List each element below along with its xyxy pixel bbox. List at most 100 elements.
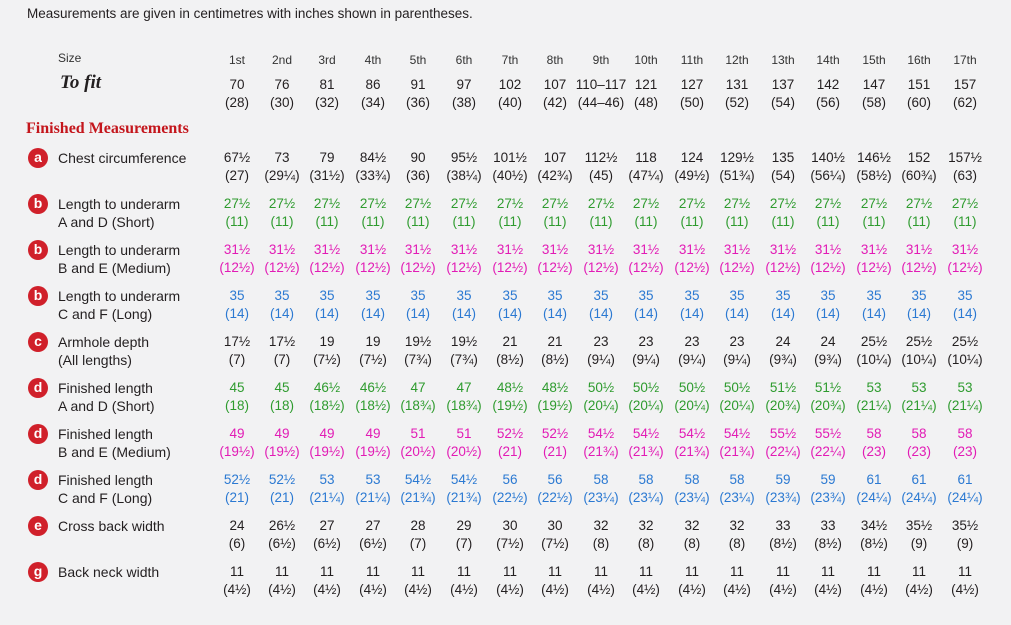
cell-in: (21¾)	[628, 444, 664, 459]
cell-cm: 53	[911, 380, 927, 395]
cell-cm: 11	[866, 564, 881, 579]
cell-cm: 17½	[268, 334, 296, 349]
cell-cm: 35	[456, 288, 472, 303]
cell-in: (19½)	[355, 444, 391, 459]
cell-cm: 28	[410, 518, 426, 533]
cell-cm: 26½	[268, 518, 296, 533]
cell-in: (12½)	[264, 260, 300, 275]
to-fit-cm: 91	[410, 77, 426, 92]
cell-cm: 84½	[359, 150, 387, 165]
to-fit-in: (28)	[224, 95, 249, 110]
cell-cm: 25½	[951, 334, 979, 349]
cell-cm: 35	[729, 288, 745, 303]
to-fit-in: (48)	[633, 95, 658, 110]
cell-cm: 25½	[905, 334, 933, 349]
cell-cm: 31½	[496, 242, 524, 257]
row-sublabel: (All lengths)	[58, 352, 132, 368]
cell-in: (21¾)	[674, 444, 710, 459]
cell-in: (4½)	[587, 582, 615, 597]
cell-cm: 31½	[223, 242, 251, 257]
cell-in: (20¼)	[719, 398, 755, 413]
cell-in: (20½)	[400, 444, 436, 459]
cell-cm: 54½	[632, 426, 660, 441]
row-sublabel: C and F (Long)	[58, 490, 153, 506]
size-header: 3rd	[318, 53, 336, 67]
cell-cm: 23	[593, 334, 609, 349]
cell-cm: 35	[502, 288, 518, 303]
cell-in: (12½)	[856, 260, 892, 275]
cell-cm: 35	[684, 288, 700, 303]
cell-in: (11)	[406, 214, 430, 229]
cell-in: (11)	[907, 214, 931, 229]
cell-in: (19½)	[219, 444, 255, 459]
cell-in: (8½)	[541, 352, 569, 367]
cell-in: (8½)	[769, 536, 797, 551]
cell-in: (20¾)	[765, 398, 801, 413]
cell-in: (14)	[224, 306, 249, 321]
cell-cm: 47	[410, 380, 426, 395]
cell-cm: 11	[820, 564, 835, 579]
cell-cm: 51½	[769, 380, 797, 395]
to-fit-cm: 151	[907, 77, 931, 92]
cell-cm: 35	[638, 288, 654, 303]
cell-cm: 24	[775, 334, 791, 349]
cell-cm: 107	[543, 150, 567, 165]
cell-cm: 49	[274, 426, 290, 441]
cell-cm: 11	[593, 564, 608, 579]
cell-in: (8)	[683, 536, 701, 551]
cell-in: (11)	[361, 214, 385, 229]
cell-cm: 35	[911, 288, 927, 303]
cell-in: (6)	[228, 536, 246, 551]
cell-in: (4½)	[268, 582, 296, 597]
cell-cm: 48½	[541, 380, 569, 395]
row-label: Back neck width	[58, 564, 160, 580]
cell-in: (23¼)	[719, 490, 755, 505]
cell-cm: 58	[729, 472, 745, 487]
cell-in: (4½)	[313, 582, 341, 597]
row-label: Finished length	[58, 472, 153, 488]
cell-cm: 58	[593, 472, 609, 487]
row-badge-icon: d	[28, 424, 48, 444]
cell-cm: 46½	[313, 380, 341, 395]
cell-cm: 35	[593, 288, 609, 303]
cell-cm: 118	[635, 150, 657, 165]
size-header: 8th	[546, 53, 564, 67]
cell-cm: 53	[866, 380, 882, 395]
row-badge-icon: d	[28, 470, 48, 490]
cell-cm: 24	[229, 518, 245, 533]
cell-cm: 27½	[860, 196, 888, 211]
cell-cm: 157½	[948, 150, 982, 165]
cell-cm: 11	[684, 564, 699, 579]
cell-cm: 27½	[450, 196, 478, 211]
cell-in: (22½)	[492, 490, 528, 505]
cell-in: (24¼)	[856, 490, 892, 505]
cell-cm: 54½	[404, 472, 432, 487]
row-badge-icon: b	[28, 286, 48, 306]
cell-in: (23¼)	[628, 490, 664, 505]
row-label: Length to underarm	[58, 242, 181, 258]
cell-cm: 19½	[450, 334, 478, 349]
cell-in: (18¾)	[446, 398, 482, 413]
cell-cm: 59	[820, 472, 836, 487]
cell-cm: 11	[410, 564, 425, 579]
to-fit-in: (52)	[724, 95, 749, 110]
cell-in: (23)	[861, 444, 886, 459]
cell-in: (20½)	[446, 444, 482, 459]
cell-cm: 27½	[268, 196, 296, 211]
row-label: Cross back width	[58, 518, 165, 534]
cell-cm: 31½	[587, 242, 615, 257]
cell-cm: 30	[502, 518, 518, 533]
to-fit-cm: 157	[953, 77, 977, 92]
cell-cm: 52½	[268, 472, 296, 487]
cell-in: (24¼)	[901, 490, 937, 505]
size-label: Size	[58, 51, 82, 65]
cell-cm: 61	[911, 472, 927, 487]
cell-in: (12½)	[537, 260, 573, 275]
cell-in: (21¾)	[583, 444, 619, 459]
cell-in: (4½)	[359, 582, 387, 597]
cell-in: (8½)	[860, 536, 888, 551]
cell-cm: 58	[684, 472, 700, 487]
cell-in: (12½)	[947, 260, 983, 275]
cell-in: (8)	[637, 536, 655, 551]
cell-cm: 32	[729, 518, 745, 533]
